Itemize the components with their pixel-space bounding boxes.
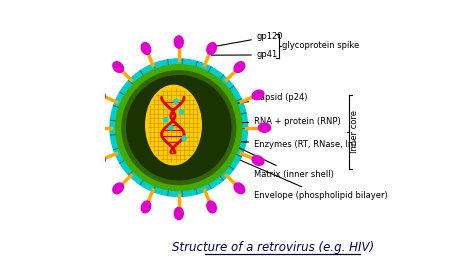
Ellipse shape [113,62,124,72]
Ellipse shape [207,201,216,213]
Ellipse shape [113,183,124,194]
Circle shape [182,136,186,140]
Ellipse shape [258,123,271,132]
Text: RNA + protein (RNP): RNA + protein (RNP) [204,117,341,126]
Ellipse shape [234,183,245,194]
Circle shape [179,110,183,114]
Circle shape [164,118,168,122]
Ellipse shape [87,123,99,132]
Ellipse shape [252,90,264,100]
Text: Structure of a retrovirus (e.g. HIV): Structure of a retrovirus (e.g. HIV) [172,241,374,254]
Ellipse shape [252,156,264,165]
Ellipse shape [146,85,201,165]
Ellipse shape [207,43,216,54]
Ellipse shape [174,36,183,48]
Circle shape [116,65,242,191]
Ellipse shape [234,62,245,72]
Text: glycoprotein spike: glycoprotein spike [282,41,359,50]
Circle shape [122,71,236,185]
Text: Matrix (inner shell): Matrix (inner shell) [238,147,334,178]
Ellipse shape [94,156,105,165]
Text: Capsid (p24): Capsid (p24) [205,93,308,107]
Text: Envelope (phospholipid bilayer): Envelope (phospholipid bilayer) [240,160,388,200]
Text: gp120: gp120 [213,32,283,47]
Ellipse shape [141,201,151,213]
Ellipse shape [94,90,105,100]
Circle shape [174,99,178,103]
Text: Enzymes (RT, RNase, In): Enzymes (RT, RNase, In) [204,140,357,149]
Circle shape [169,126,173,130]
Circle shape [110,59,247,197]
Ellipse shape [174,207,183,219]
Ellipse shape [141,43,151,54]
Text: gp41: gp41 [211,51,278,59]
Text: Inner core: Inner core [350,110,359,153]
Circle shape [127,76,231,180]
